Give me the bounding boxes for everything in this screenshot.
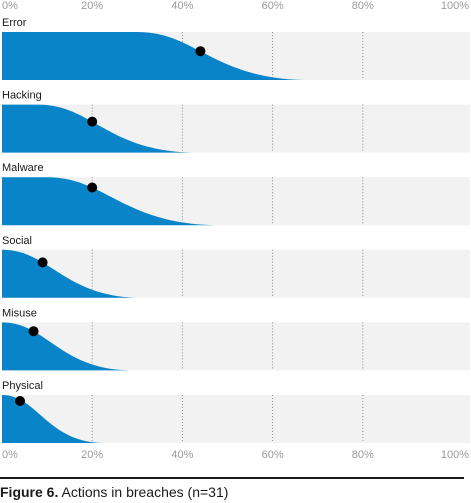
top-tick-label: 100% [441, 0, 469, 12]
point-estimate-dot [195, 46, 206, 57]
row-panel [2, 395, 470, 443]
top-tick-label: 80% [352, 0, 374, 12]
category-label: Social [2, 235, 32, 247]
category-label: Misuse [2, 307, 37, 319]
bottom-tick-label: 40% [171, 449, 193, 461]
row-misuse: Misuse [2, 307, 470, 371]
bottom-tick-label: 80% [352, 449, 374, 461]
caption-rule [0, 477, 464, 479]
category-label: Error [2, 17, 27, 29]
point-estimate-dot [28, 326, 39, 337]
density-area [2, 32, 305, 80]
top-tick-label: 40% [171, 0, 193, 12]
row-error: Error [2, 17, 470, 80]
density-area [2, 249, 138, 298]
density-area [2, 395, 102, 443]
bottom-tick-label: 60% [262, 449, 284, 461]
point-estimate-dot [15, 396, 26, 406]
top-tick-label: 0% [2, 0, 18, 12]
bottom-tick-label: 20% [81, 449, 103, 461]
row-social: Social [2, 235, 470, 298]
point-estimate-dot [87, 116, 98, 127]
figure-label: Figure 6. [0, 484, 59, 500]
density-area [2, 104, 192, 153]
density-area [2, 177, 214, 226]
row-hacking: Hacking [2, 90, 470, 153]
category-label: Physical [2, 380, 43, 392]
point-estimate-dot [37, 257, 48, 268]
bottom-tick-label: 100% [441, 449, 469, 461]
figure-caption: Figure 6. Actions in breaches (n=31) [0, 484, 228, 500]
figure-title: Actions in breaches (n=31) [61, 484, 229, 500]
chart: 0% 0% 20% 20% 40% 40% 60% 60% 80% 80% 100% 100% Erro… [2, 0, 470, 461]
row-physical: Physical [2, 380, 470, 443]
top-tick-label: 20% [81, 0, 103, 12]
bottom-tick-label: 0% [2, 449, 18, 461]
category-label: Hacking [2, 90, 42, 102]
category-label: Malware [2, 162, 44, 174]
point-estimate-dot [87, 182, 98, 193]
top-tick-label: 60% [262, 0, 284, 12]
row-malware: Malware [2, 162, 470, 226]
